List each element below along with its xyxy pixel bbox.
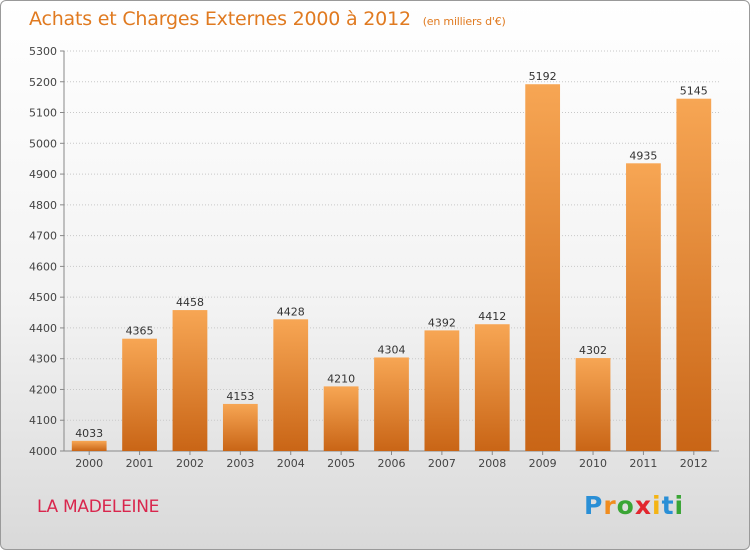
logo-letter: i <box>674 491 685 520</box>
bar <box>222 403 258 451</box>
bar <box>323 386 359 451</box>
logo-letter: i <box>652 491 662 520</box>
logo-letter: r <box>603 491 617 520</box>
x-tick-label: 2010 <box>579 457 607 470</box>
x-tick-label: 2012 <box>680 457 708 470</box>
bar <box>525 84 561 451</box>
bar <box>374 357 409 451</box>
bar <box>273 319 309 451</box>
data-label: 4392 <box>428 316 456 329</box>
y-tick-label: 4500 <box>29 291 57 304</box>
logo-letter: x <box>634 491 652 520</box>
bar <box>172 310 208 451</box>
data-label: 4210 <box>327 372 355 385</box>
bar <box>575 358 611 451</box>
y-tick-label: 5000 <box>29 137 57 150</box>
x-tick-label: 2006 <box>378 457 406 470</box>
data-label: 4428 <box>277 305 305 318</box>
x-tick-label: 2002 <box>176 457 204 470</box>
logo-letter: o <box>616 491 635 520</box>
x-tick-label: 2008 <box>478 457 506 470</box>
y-tick-label: 5200 <box>29 76 57 89</box>
y-tick-label: 4400 <box>29 322 57 335</box>
bars <box>71 84 712 452</box>
y-tick-label: 4700 <box>29 230 57 243</box>
y-tick-label: 4800 <box>29 199 57 212</box>
y-tick-label: 4600 <box>29 260 57 273</box>
logo-letter: P <box>584 491 604 520</box>
y-tick-label: 4000 <box>29 445 57 458</box>
x-tick-label: 2001 <box>126 457 154 470</box>
bar <box>71 440 107 451</box>
y-tick-label: 4900 <box>29 168 57 181</box>
x-tick-label: 2007 <box>428 457 456 470</box>
x-tick-label: 2004 <box>277 457 305 470</box>
bar <box>474 324 510 451</box>
bar <box>424 330 460 451</box>
y-tick-label: 4200 <box>29 383 57 396</box>
proxiti-logo: Proxiti <box>584 491 684 520</box>
data-label: 5192 <box>529 70 557 83</box>
data-label: 4153 <box>226 390 254 403</box>
data-label: 4302 <box>579 344 607 357</box>
x-tick-label: 2003 <box>226 457 254 470</box>
x-tick-label: 2011 <box>629 457 657 470</box>
data-label: 4033 <box>75 427 103 440</box>
labels: 4000 4100 4200 4300 4400 4500 4600 4700 4800 4900… <box>29 45 708 470</box>
data-label: 4412 <box>478 310 506 323</box>
x-tick-label: 2009 <box>529 457 557 470</box>
bar <box>626 163 661 452</box>
y-tick-label: 4100 <box>29 414 57 427</box>
y-tick-label: 5100 <box>29 107 57 120</box>
data-label: 5145 <box>680 85 708 98</box>
chart-subtitle: (en milliers d'€) <box>422 15 506 28</box>
data-label: 4365 <box>126 325 154 338</box>
chart-title: Achats et Charges Externes 2000 à 2012 (… <box>29 8 506 30</box>
data-label: 4458 <box>176 296 204 309</box>
place-name: LA MADELEINE <box>37 497 160 517</box>
logo-letter: t <box>661 491 675 520</box>
y-tick-label: 4300 <box>29 353 57 366</box>
x-tick-label: 2005 <box>327 457 355 470</box>
data-label: 4935 <box>629 149 657 162</box>
y-tick-label: 5300 <box>29 45 57 58</box>
bar <box>676 98 712 451</box>
x-tick-label: 2000 <box>75 457 103 470</box>
bar <box>122 338 157 451</box>
data-label: 4304 <box>378 343 406 356</box>
title-text: Achats et Charges Externes 2000 à 2012 <box>29 8 411 30</box>
